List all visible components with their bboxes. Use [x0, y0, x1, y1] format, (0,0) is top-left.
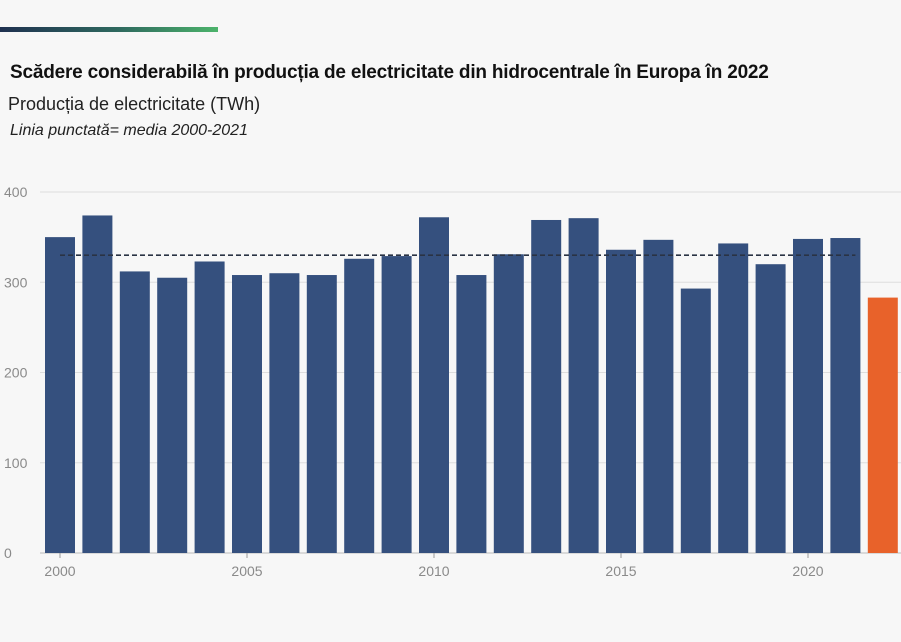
bar-2008: [344, 258, 375, 553]
bar-2017: [680, 288, 711, 553]
bar-2007: [306, 275, 337, 553]
bar-2016: [643, 239, 674, 553]
bar-2021: [830, 238, 861, 553]
bar-2004: [194, 261, 225, 553]
bar-2012: [493, 254, 524, 553]
bar-2019: [755, 264, 786, 553]
bar-2001: [82, 215, 113, 553]
bar-2000: [45, 237, 75, 553]
accent-bar: [0, 27, 218, 32]
bar-2015: [606, 249, 636, 553]
x-tick-label: 2005: [231, 563, 262, 579]
chart-note: Linia punctată= media 2000-2021: [10, 122, 248, 139]
y-tick-label: 400: [4, 184, 28, 200]
bar-2009: [381, 256, 412, 553]
bar-2018: [718, 243, 749, 553]
y-tick-label: 300: [4, 274, 28, 290]
chart-subtitle: Producția de electricitate (TWh): [8, 94, 261, 114]
bar-2022: [867, 297, 898, 553]
x-tick-label: 2020: [792, 563, 823, 579]
x-tick-label: 2000: [44, 563, 75, 579]
y-tick-label: 200: [4, 365, 28, 381]
bar-2010: [419, 217, 449, 553]
bar-2003: [157, 277, 188, 553]
bar-2013: [531, 219, 562, 554]
x-tick-label: 2010: [418, 563, 449, 579]
bar-2002: [119, 271, 150, 553]
bar-2005: [232, 275, 262, 553]
bar-2006: [269, 273, 300, 553]
bar-2014: [568, 218, 599, 554]
y-tick-label: 0: [4, 545, 12, 561]
x-tick-label: 2015: [605, 563, 636, 579]
bar-2020: [793, 238, 823, 553]
chart-title: Scădere considerabilă în producția de el…: [10, 62, 769, 83]
y-tick-label: 100: [4, 455, 28, 471]
bar-2011: [456, 275, 487, 553]
